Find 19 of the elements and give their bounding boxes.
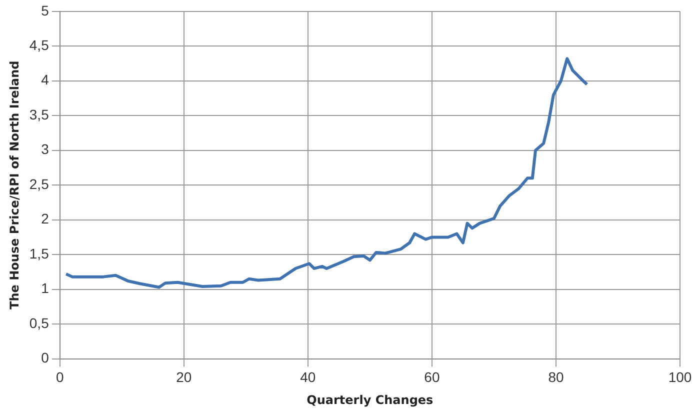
y-tick-label: 5 — [41, 2, 50, 18]
y-tick-label: 4 — [41, 72, 50, 88]
x-tick-label: 0 — [56, 369, 64, 386]
y-tick-label: 3 — [41, 141, 50, 158]
x-tick-label: 80 — [548, 369, 564, 386]
x-axis-title: Quarterly Changes — [306, 392, 434, 407]
y-tick-label: 1,5 — [29, 245, 50, 262]
y-tick-label: 2 — [41, 210, 50, 227]
y-tick-label: 0,5 — [29, 314, 50, 331]
x-tick-label: 100 — [668, 369, 692, 386]
y-tick-label: 3,5 — [29, 106, 50, 122]
x-tick-label: 40 — [300, 369, 316, 386]
y-tick-label: 1 — [41, 280, 50, 296]
y-tick-label: 2,5 — [29, 176, 50, 192]
y-tick-label: 4,5 — [29, 37, 50, 53]
x-tick-label: 20 — [176, 369, 192, 386]
y-tick-label: 0 — [41, 350, 50, 366]
x-tick-label: 60 — [424, 369, 440, 386]
y-axis-title: The House Price/RPI of North Ireland — [7, 60, 22, 310]
